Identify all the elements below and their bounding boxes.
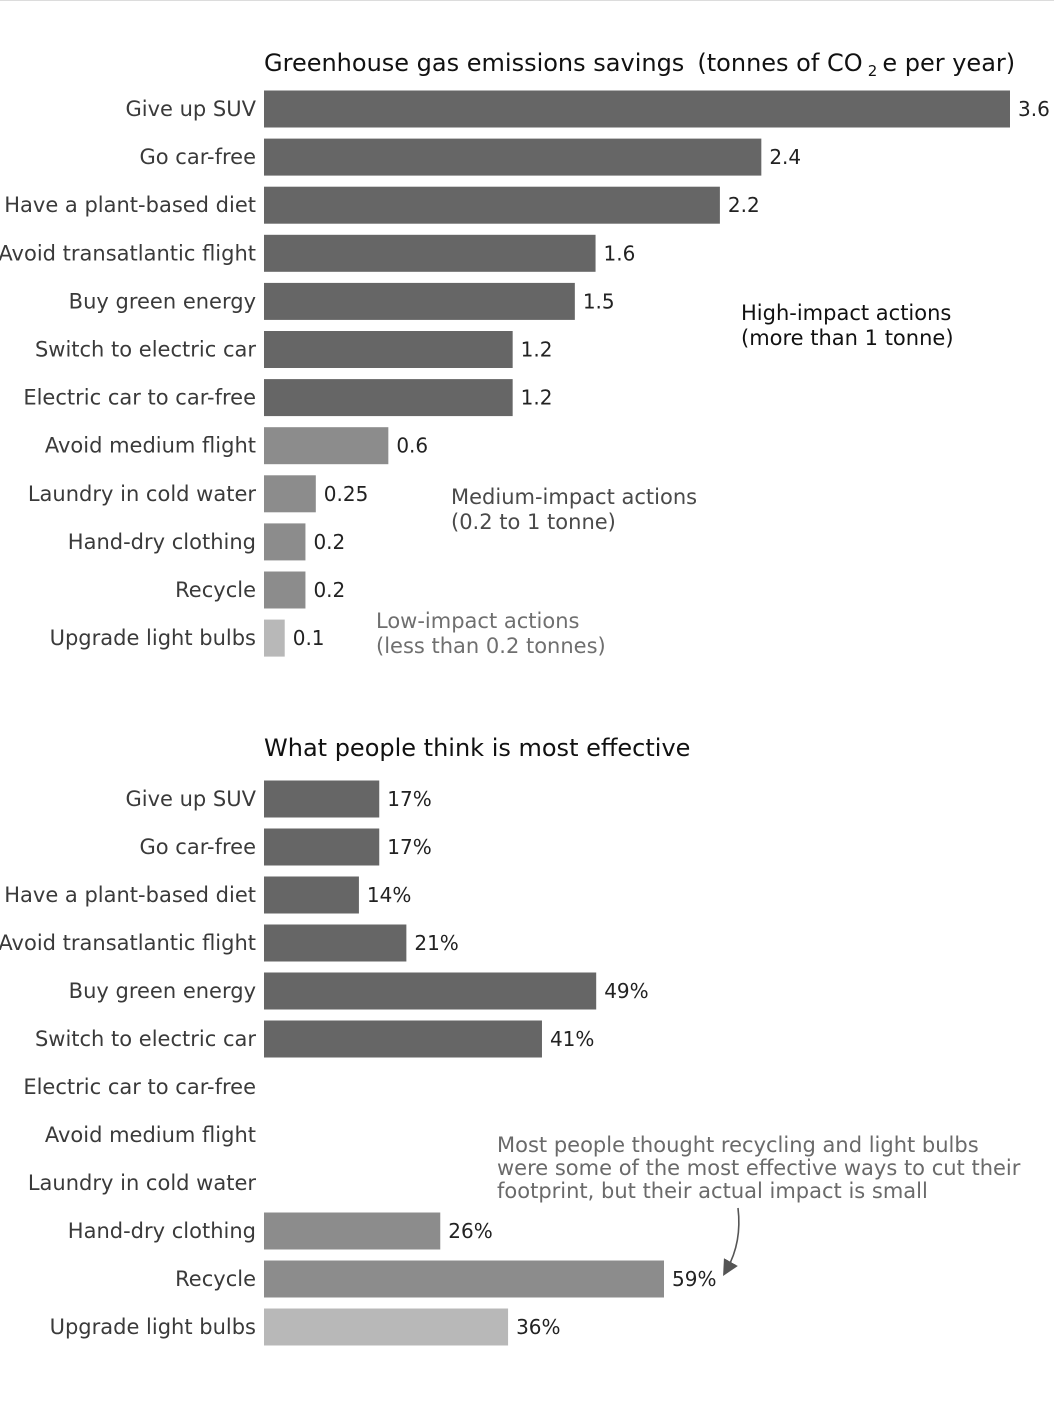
chart2-bar-give-up-suv	[264, 780, 380, 818]
chart1-value-recycle: 0.2	[313, 578, 345, 602]
chart1-label-have-a-plant-based-diet: Have a plant-based diet	[4, 193, 256, 217]
chart1-value-buy-green-energy: 1.5	[583, 289, 615, 313]
chart2-bar-hand-dry-clothing	[264, 1212, 441, 1250]
chart1-value-labels: 3.6 2.4 2.2 1.6 1.5 1.2 1.2 0.6 0.25 0.2 0.2 0.1	[293, 97, 1050, 650]
chart2-label-avoid-transatlantic-flight: Avoid transatlantic flight	[0, 931, 256, 955]
chart2-value-upgrade-light-bulbs: 36%	[516, 1315, 560, 1339]
high-impact-note-line2: (more than 1 tonne)	[741, 326, 954, 350]
annotation-line3: footprint, but their actual impact is sm…	[497, 1179, 928, 1203]
chart2-bar-go-car-free	[264, 828, 380, 866]
chart1-bar-recycle	[264, 571, 306, 609]
chart1-bar-laundry-in-cold-water	[264, 475, 316, 513]
chart1-value-hand-dry-clothing: 0.2	[313, 530, 345, 554]
chart1-bar-upgrade-light-bulbs	[264, 619, 285, 657]
medium-impact-note-line2: (0.2 to 1 tonne)	[451, 510, 616, 534]
chart2-label-recycle: Recycle	[175, 1267, 256, 1291]
medium-impact-note: Medium-impact actions (0.2 to 1 tonne)	[451, 485, 704, 534]
chart1-value-laundry-in-cold-water: 0.25	[324, 482, 369, 506]
chart2-label-electric-car-to-car-free: Electric car to car-free	[23, 1075, 256, 1099]
chart1-value-upgrade-light-bulbs: 0.1	[293, 626, 325, 650]
chart1-bar-switch-to-electric-car	[264, 331, 513, 368]
chart2-bar-buy-green-energy	[264, 972, 597, 1010]
chart2-label-laundry-in-cold-water: Laundry in cold water	[28, 1171, 257, 1195]
annotation-line1: Most people thought recycling and light …	[497, 1133, 979, 1157]
chart1-label-laundry-in-cold-water: Laundry in cold water	[28, 482, 257, 506]
chart1-bar-electric-car-to-car-free	[264, 379, 513, 417]
low-impact-note-line2: (less than 0.2 tonnes)	[376, 634, 606, 658]
chart1-label-avoid-medium-flight: Avoid medium flight	[45, 434, 256, 458]
chart2-bar-have-a-plant-based-diet	[264, 876, 359, 914]
chart2-label-go-car-free: Go car-free	[140, 835, 256, 859]
low-impact-note-line1: Low-impact actions	[376, 609, 579, 633]
chart2-bar-avoid-transatlantic-flight	[264, 924, 407, 962]
chart1-label-give-up-suv: Give up SUV	[125, 97, 256, 121]
chart2-value-switch-to-electric-car: 41%	[550, 1027, 594, 1051]
chart1-label-upgrade-light-bulbs: Upgrade light bulbs	[50, 626, 256, 650]
chart1-unit-prefix: (tonnes of CO	[697, 49, 862, 77]
low-impact-note: Low-impact actions (less than 0.2 tonnes…	[376, 609, 606, 658]
chart2-bar-switch-to-electric-car	[264, 1020, 542, 1058]
chart2-value-labels: 17% 17% 14%21% 49% 41% 26% 59% 36%	[367, 787, 717, 1339]
chart1-value-electric-car-to-car-free: 1.2	[521, 386, 553, 410]
chart2-value-avoid-transatlantic-flight: 21%	[414, 931, 458, 955]
chart1-label-recycle: Recycle	[175, 578, 256, 602]
chart1-bar-buy-green-energy	[264, 282, 575, 320]
chart2-label-have-a-plant-based-diet: Have a plant-based diet	[4, 883, 256, 907]
chart1-bar-give-up-suv	[264, 90, 1010, 128]
medium-impact-note-line1: Medium-impact actions	[451, 485, 697, 509]
chart2-label-hand-dry-clothing: Hand-dry clothing	[68, 1219, 256, 1243]
chart1-value-switch-to-electric-car: 1.2	[521, 338, 553, 362]
recycling-annotation: Most people thought recycling and light …	[497, 1133, 1027, 1203]
chart1-bar-hand-dry-clothing	[264, 523, 306, 561]
chart2-value-buy-green-energy: 49%	[604, 979, 648, 1003]
chart2-category-labels: Give up SUV Go car-free Have a plant-based…	[0, 787, 257, 1339]
chart2-value-hand-dry-clothing: 26%	[448, 1219, 492, 1243]
chart2-title: What people think is most effective	[264, 734, 690, 762]
chart2-label-give-up-suv: Give up SUV	[125, 787, 256, 811]
chart1-value-avoid-transatlantic-flight: 1.6	[604, 241, 636, 265]
chart1-label-avoid-transatlantic-flight: Avoid transatlantic flight	[0, 241, 256, 265]
chart1-unit-subscript: 2	[868, 62, 878, 80]
chart1-label-switch-to-electric-car: Switch to electric car	[35, 338, 256, 362]
chart1-value-have-a-plant-based-diet: 2.2	[728, 193, 760, 217]
chart1-unit-suffix: e per year)	[882, 49, 1015, 77]
chart2-value-go-car-free: 17%	[387, 835, 431, 859]
chart2-label-switch-to-electric-car: Switch to electric car	[35, 1027, 256, 1051]
chart1-bar-avoid-medium-flight	[264, 427, 389, 465]
chart1-label-electric-car-to-car-free: Electric car to car-free	[23, 386, 256, 410]
chart2-label-buy-green-energy: Buy green energy	[69, 979, 256, 1003]
chart1-value-give-up-suv: 3.6	[1018, 97, 1050, 121]
chart2-bar-upgrade-light-bulbs	[264, 1308, 509, 1346]
annotation-line2: were some of the most effective ways to …	[497, 1156, 1021, 1180]
chart1-value-go-car-free: 2.4	[769, 145, 801, 169]
chart2-value-give-up-suv: 17%	[387, 787, 431, 811]
chart2-bars	[264, 780, 664, 1346]
chart1-label-go-car-free: Go car-free	[140, 145, 256, 169]
chart2-value-recycle: 59%	[672, 1267, 716, 1291]
chart1-bar-avoid-transatlantic-flight	[264, 234, 596, 272]
chart1-bar-have-a-plant-based-diet	[264, 186, 720, 224]
chart2-label-upgrade-light-bulbs: Upgrade light bulbs	[50, 1315, 256, 1339]
chart2-value-have-a-plant-based-diet: 14%	[367, 883, 411, 907]
chart2-bar-recycle	[264, 1260, 664, 1298]
chart1-bars	[264, 90, 1010, 657]
high-impact-note: High-impact actions (more than 1 tonne)	[741, 301, 958, 350]
chart1-label-buy-green-energy: Buy green energy	[69, 289, 256, 313]
chart1-bar-go-car-free	[264, 138, 762, 176]
chart1-title: Greenhouse gas emissions savings (tonnes…	[264, 49, 1015, 80]
chart1-value-avoid-medium-flight: 0.6	[396, 434, 428, 458]
chart1-category-labels: Give up SUV Go car-free Have a plant-based…	[0, 97, 257, 650]
annotation-arrow	[723, 1207, 740, 1276]
chart2-label-avoid-medium-flight: Avoid medium flight	[45, 1123, 256, 1147]
high-impact-note-line1: High-impact actions	[741, 301, 951, 325]
chart1-title-main: Greenhouse gas emissions savings	[264, 49, 684, 77]
chart1-label-hand-dry-clothing: Hand-dry clothing	[68, 530, 256, 554]
